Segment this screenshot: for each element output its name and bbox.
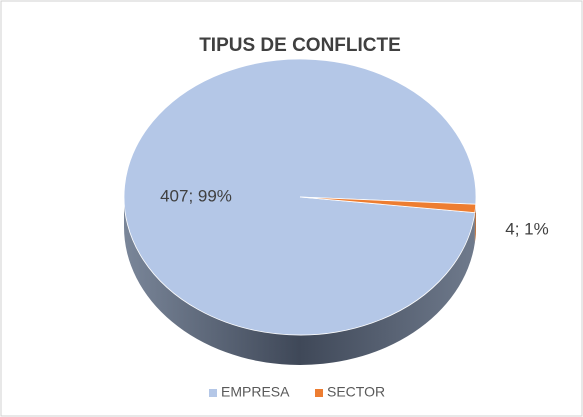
legend-swatch	[315, 389, 323, 397]
legend-label: EMPRESA	[221, 384, 290, 400]
data-label: 407; 99%	[160, 186, 232, 205]
pie-slice	[299, 196, 477, 243]
slice-side	[474, 204, 476, 243]
slice-top	[299, 196, 477, 214]
legend-label: SECTOR	[327, 384, 385, 400]
data-label: 4; 1%	[505, 219, 548, 238]
legend-swatch	[209, 389, 217, 397]
slice-side	[124, 197, 475, 366]
pie-slice	[123, 58, 477, 366]
chart-title: TIPUS DE CONFLICTE	[199, 35, 401, 56]
